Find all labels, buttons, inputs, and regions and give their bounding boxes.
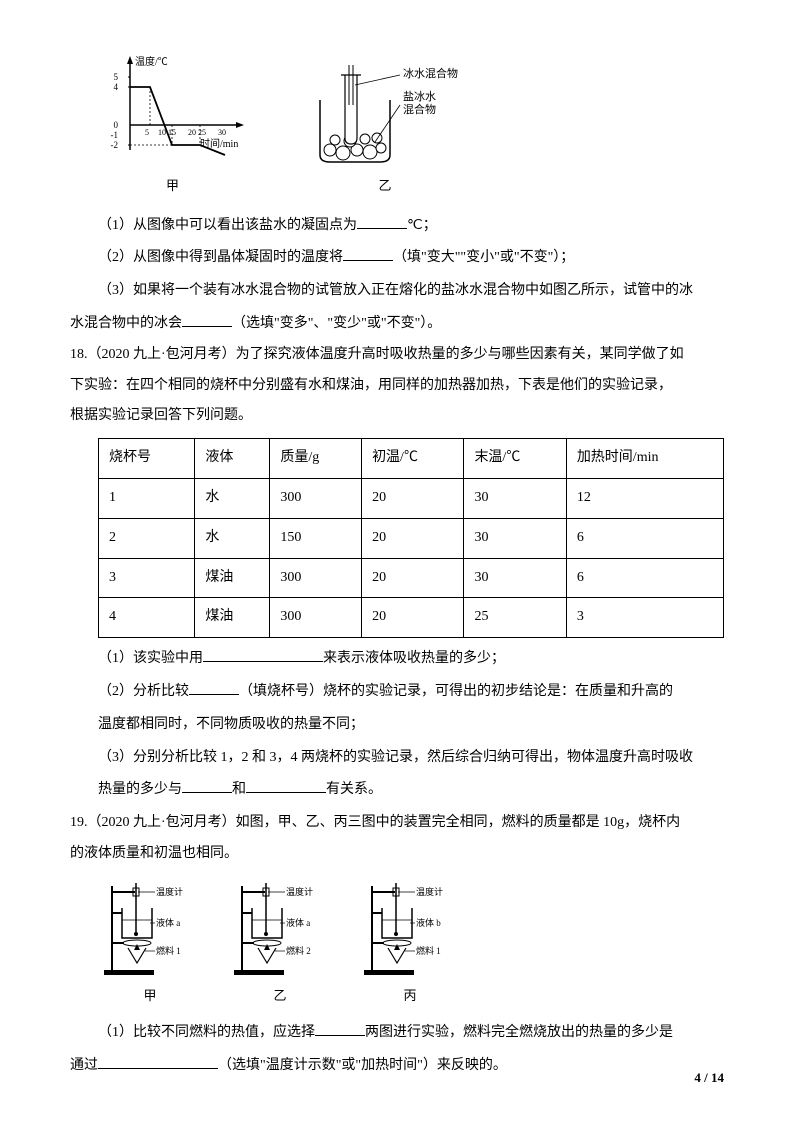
svg-text:-1: -1 xyxy=(111,130,119,140)
table-row: 3 煤油 300 20 30 6 xyxy=(99,558,724,598)
apparatus-svg: 温度计 液体 a 燃料 1 xyxy=(100,878,200,978)
blank xyxy=(315,1020,365,1037)
svg-text:液体 a: 液体 a xyxy=(286,917,310,928)
table-row: 1 水 300 20 30 12 xyxy=(99,478,724,518)
svg-text:温度计: 温度计 xyxy=(416,886,443,897)
blank xyxy=(343,245,393,262)
beaker-caption: 乙 xyxy=(378,172,391,201)
blank xyxy=(98,1052,218,1069)
cooling-graph-svg: 5 4 0 -1 -2 5 10 15 20 25 30 温度/℃ 时间/min xyxy=(100,50,245,170)
q17-sub2: （2）从图像中得到晶体凝固时的温度将（填"变大""变小"或"不变"）； xyxy=(70,243,724,274)
beaker-svg: 冰水混合物 盐冰水 混合物 xyxy=(305,50,465,170)
svg-text:温度计: 温度计 xyxy=(156,886,183,897)
svg-text:5: 5 xyxy=(114,72,119,82)
svg-text:燃料 2: 燃料 2 xyxy=(286,945,311,956)
apparatus-svg: 温度计 液体 a 燃料 2 xyxy=(230,878,330,978)
q18-sub1: （1）该实验中用来表示液体吸收热量的多少； xyxy=(70,644,724,675)
q17-sub1: （1）从图像中可以看出该盐水的凝固点为℃； xyxy=(70,211,724,242)
apparatus-row: 温度计 液体 a 燃料 1 甲 温度计 液体 a 燃料 2 xyxy=(100,878,724,1011)
blank xyxy=(203,645,323,662)
q18-sub2-line1: （2）分析比较（填烧杯号）烧杯的实验记录，可得出的初步结论是：在质量和升高的 xyxy=(70,677,724,708)
blank xyxy=(189,678,239,695)
figure-row: 5 4 0 -1 -2 5 10 15 20 25 30 温度/℃ 时间/min… xyxy=(100,50,724,201)
blank xyxy=(246,777,326,794)
blank xyxy=(357,212,407,229)
graph-caption: 甲 xyxy=(166,172,179,201)
svg-text:冰水混合物: 冰水混合物 xyxy=(403,66,458,80)
q18-table: 烧杯号 液体 质量/g 初温/℃ 末温/℃ 加热时间/min 1 水 300 2… xyxy=(98,438,724,638)
q19-sub1-line1: （1）比较不同燃料的热值，应选择两图进行实验，燃料完全燃烧放出的热量的多少是 xyxy=(70,1018,724,1049)
blank xyxy=(182,777,232,794)
svg-text:燃料 1: 燃料 1 xyxy=(416,945,441,956)
svg-text:液体 b: 液体 b xyxy=(416,917,441,928)
svg-text:20 25: 20 25 xyxy=(188,128,206,137)
svg-text:5: 5 xyxy=(145,128,149,137)
svg-text:4: 4 xyxy=(114,82,119,92)
svg-text:0: 0 xyxy=(114,120,119,130)
q18-sub3-line2: 热量的多少与和有关系。 xyxy=(70,775,724,806)
q18-sub3-line1: （3）分别分析比较 1，2 和 3，4 两烧杯的实验记录，然后综合归纳可得出，物… xyxy=(70,743,724,774)
apparatus-bing: 温度计 液体 b 燃料 1 丙 xyxy=(360,878,460,1011)
q18-sub2-line2: 温度都相同时，不同物质吸收的热量不同； xyxy=(70,710,724,741)
table-header-row: 烧杯号 液体 质量/g 初温/℃ 末温/℃ 加热时间/min xyxy=(99,439,724,479)
svg-text:液体 a: 液体 a xyxy=(156,917,180,928)
table-row: 2 水 150 20 30 6 xyxy=(99,518,724,558)
figure-beaker: 冰水混合物 盐冰水 混合物 乙 xyxy=(305,50,465,201)
q17-sub3-line1: （3）如果将一个装有冰水混合物的试管放入正在熔化的盐冰水混合物中如图乙所示，试管… xyxy=(70,276,724,307)
q18-header-line1: 18.（2020 九上·包河月考）为了探究液体温度升高时吸收热量的多少与哪些因素… xyxy=(70,340,724,371)
q17-sub3-line2: 水混合物中的冰会（选填"变多"、"变少"或"不变"）。 xyxy=(70,309,724,340)
q18-header-line2: 下实验：在四个相同的烧杯中分别盛有水和煤油，用同样的加热器加热，下表是他们的实验… xyxy=(70,371,724,402)
svg-text:燃料 1: 燃料 1 xyxy=(156,945,181,956)
ylabel: 温度/℃ xyxy=(135,55,168,68)
apparatus-jia: 温度计 液体 a 燃料 1 甲 xyxy=(100,878,200,1011)
q18-header-line3: 根据实验记录回答下列问题。 xyxy=(70,401,724,432)
apparatus-svg: 温度计 液体 b 燃料 1 xyxy=(360,878,460,978)
svg-text:30: 30 xyxy=(218,128,226,137)
svg-text:盐冰水: 盐冰水 xyxy=(403,90,436,103)
apparatus-yi: 温度计 液体 a 燃料 2 乙 xyxy=(230,878,330,1011)
q19-sub1-line2: 通过（选填"温度计示数"或"加热时间"）来反映的。 xyxy=(70,1051,724,1082)
page-number: 4 / 14 xyxy=(694,1064,724,1093)
svg-text:-2: -2 xyxy=(111,140,119,150)
q19-header-line1: 19.（2020 九上·包河月考）如图，甲、乙、丙三图中的装置完全相同，燃料的质… xyxy=(70,808,724,839)
svg-text:温度计: 温度计 xyxy=(286,886,313,897)
table-row: 4 煤油 300 20 25 3 xyxy=(99,598,724,638)
svg-text:混合物: 混合物 xyxy=(403,102,436,116)
blank xyxy=(182,310,232,327)
q19-header-line2: 的液体质量和初温也相同。 xyxy=(70,839,724,870)
figure-graph: 5 4 0 -1 -2 5 10 15 20 25 30 温度/℃ 时间/min… xyxy=(100,50,245,201)
